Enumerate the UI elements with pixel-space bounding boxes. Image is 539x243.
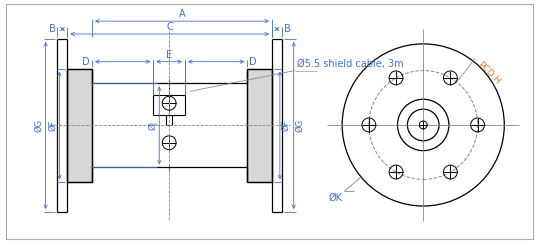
Text: C: C [166,22,173,32]
Text: PCD.H: PCD.H [476,60,502,86]
Text: E: E [166,50,172,60]
Bar [247,69,272,182]
Text: D: D [249,57,257,67]
Text: ØF: ØF [49,120,58,131]
Text: Ø5.5 shield cable, 3m: Ø5.5 shield cable, 3m [296,59,403,69]
Bar [67,69,92,182]
Text: ØK: ØK [328,193,342,203]
Text: B: B [49,24,56,34]
Text: D: D [82,57,90,67]
Text: A: A [179,9,185,19]
Text: ØG: ØG [296,119,305,132]
Text: ØF: ØF [282,120,291,131]
Text: ØJ: ØJ [148,121,157,130]
Text: ØG: ØG [34,119,44,132]
Text: B: B [284,24,291,34]
